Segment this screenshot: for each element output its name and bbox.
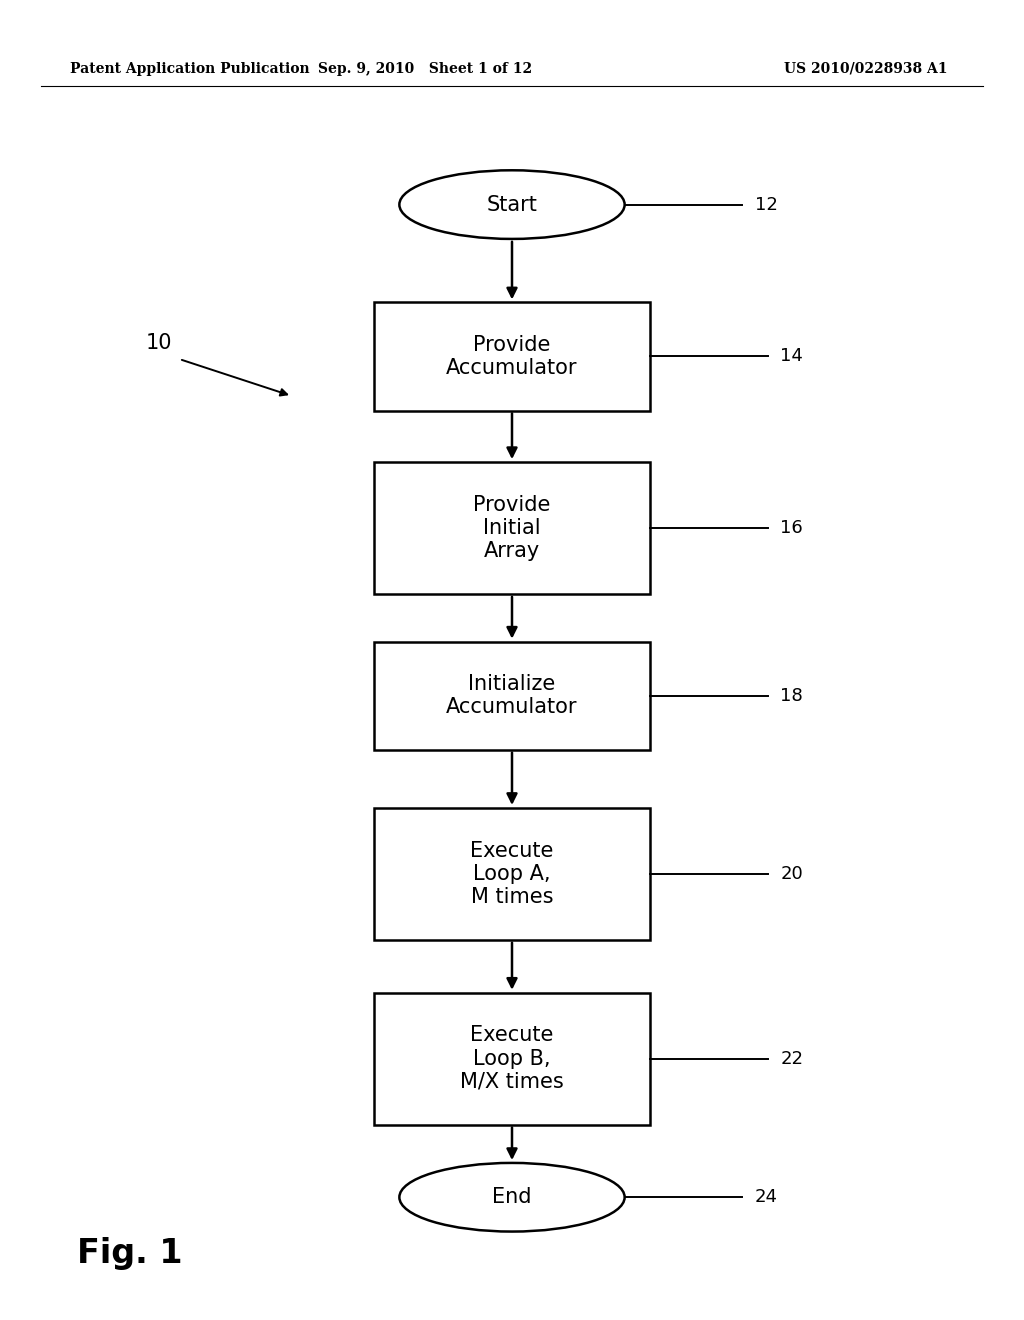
Text: Execute
Loop A,
M times: Execute Loop A, M times (470, 841, 554, 907)
Text: End: End (493, 1187, 531, 1208)
FancyBboxPatch shape (374, 993, 650, 1125)
Text: 14: 14 (780, 347, 803, 366)
Text: 20: 20 (780, 865, 803, 883)
Text: Initialize
Accumulator: Initialize Accumulator (446, 675, 578, 717)
FancyBboxPatch shape (374, 808, 650, 940)
Text: Start: Start (486, 194, 538, 215)
Text: Sep. 9, 2010   Sheet 1 of 12: Sep. 9, 2010 Sheet 1 of 12 (317, 62, 532, 75)
FancyBboxPatch shape (374, 302, 650, 411)
Text: Execute
Loop B,
M/X times: Execute Loop B, M/X times (460, 1026, 564, 1092)
Text: Patent Application Publication: Patent Application Publication (70, 62, 309, 75)
Text: 10: 10 (145, 333, 172, 354)
Text: 16: 16 (780, 519, 803, 537)
Text: 24: 24 (755, 1188, 777, 1206)
FancyBboxPatch shape (374, 462, 650, 594)
Text: Fig. 1: Fig. 1 (77, 1238, 182, 1270)
FancyBboxPatch shape (374, 642, 650, 750)
Ellipse shape (399, 170, 625, 239)
Text: 18: 18 (780, 686, 803, 705)
Text: Provide
Initial
Array: Provide Initial Array (473, 495, 551, 561)
Text: 22: 22 (780, 1049, 803, 1068)
Text: 12: 12 (755, 195, 777, 214)
Text: US 2010/0228938 A1: US 2010/0228938 A1 (783, 62, 947, 75)
Ellipse shape (399, 1163, 625, 1232)
Text: Provide
Accumulator: Provide Accumulator (446, 335, 578, 378)
